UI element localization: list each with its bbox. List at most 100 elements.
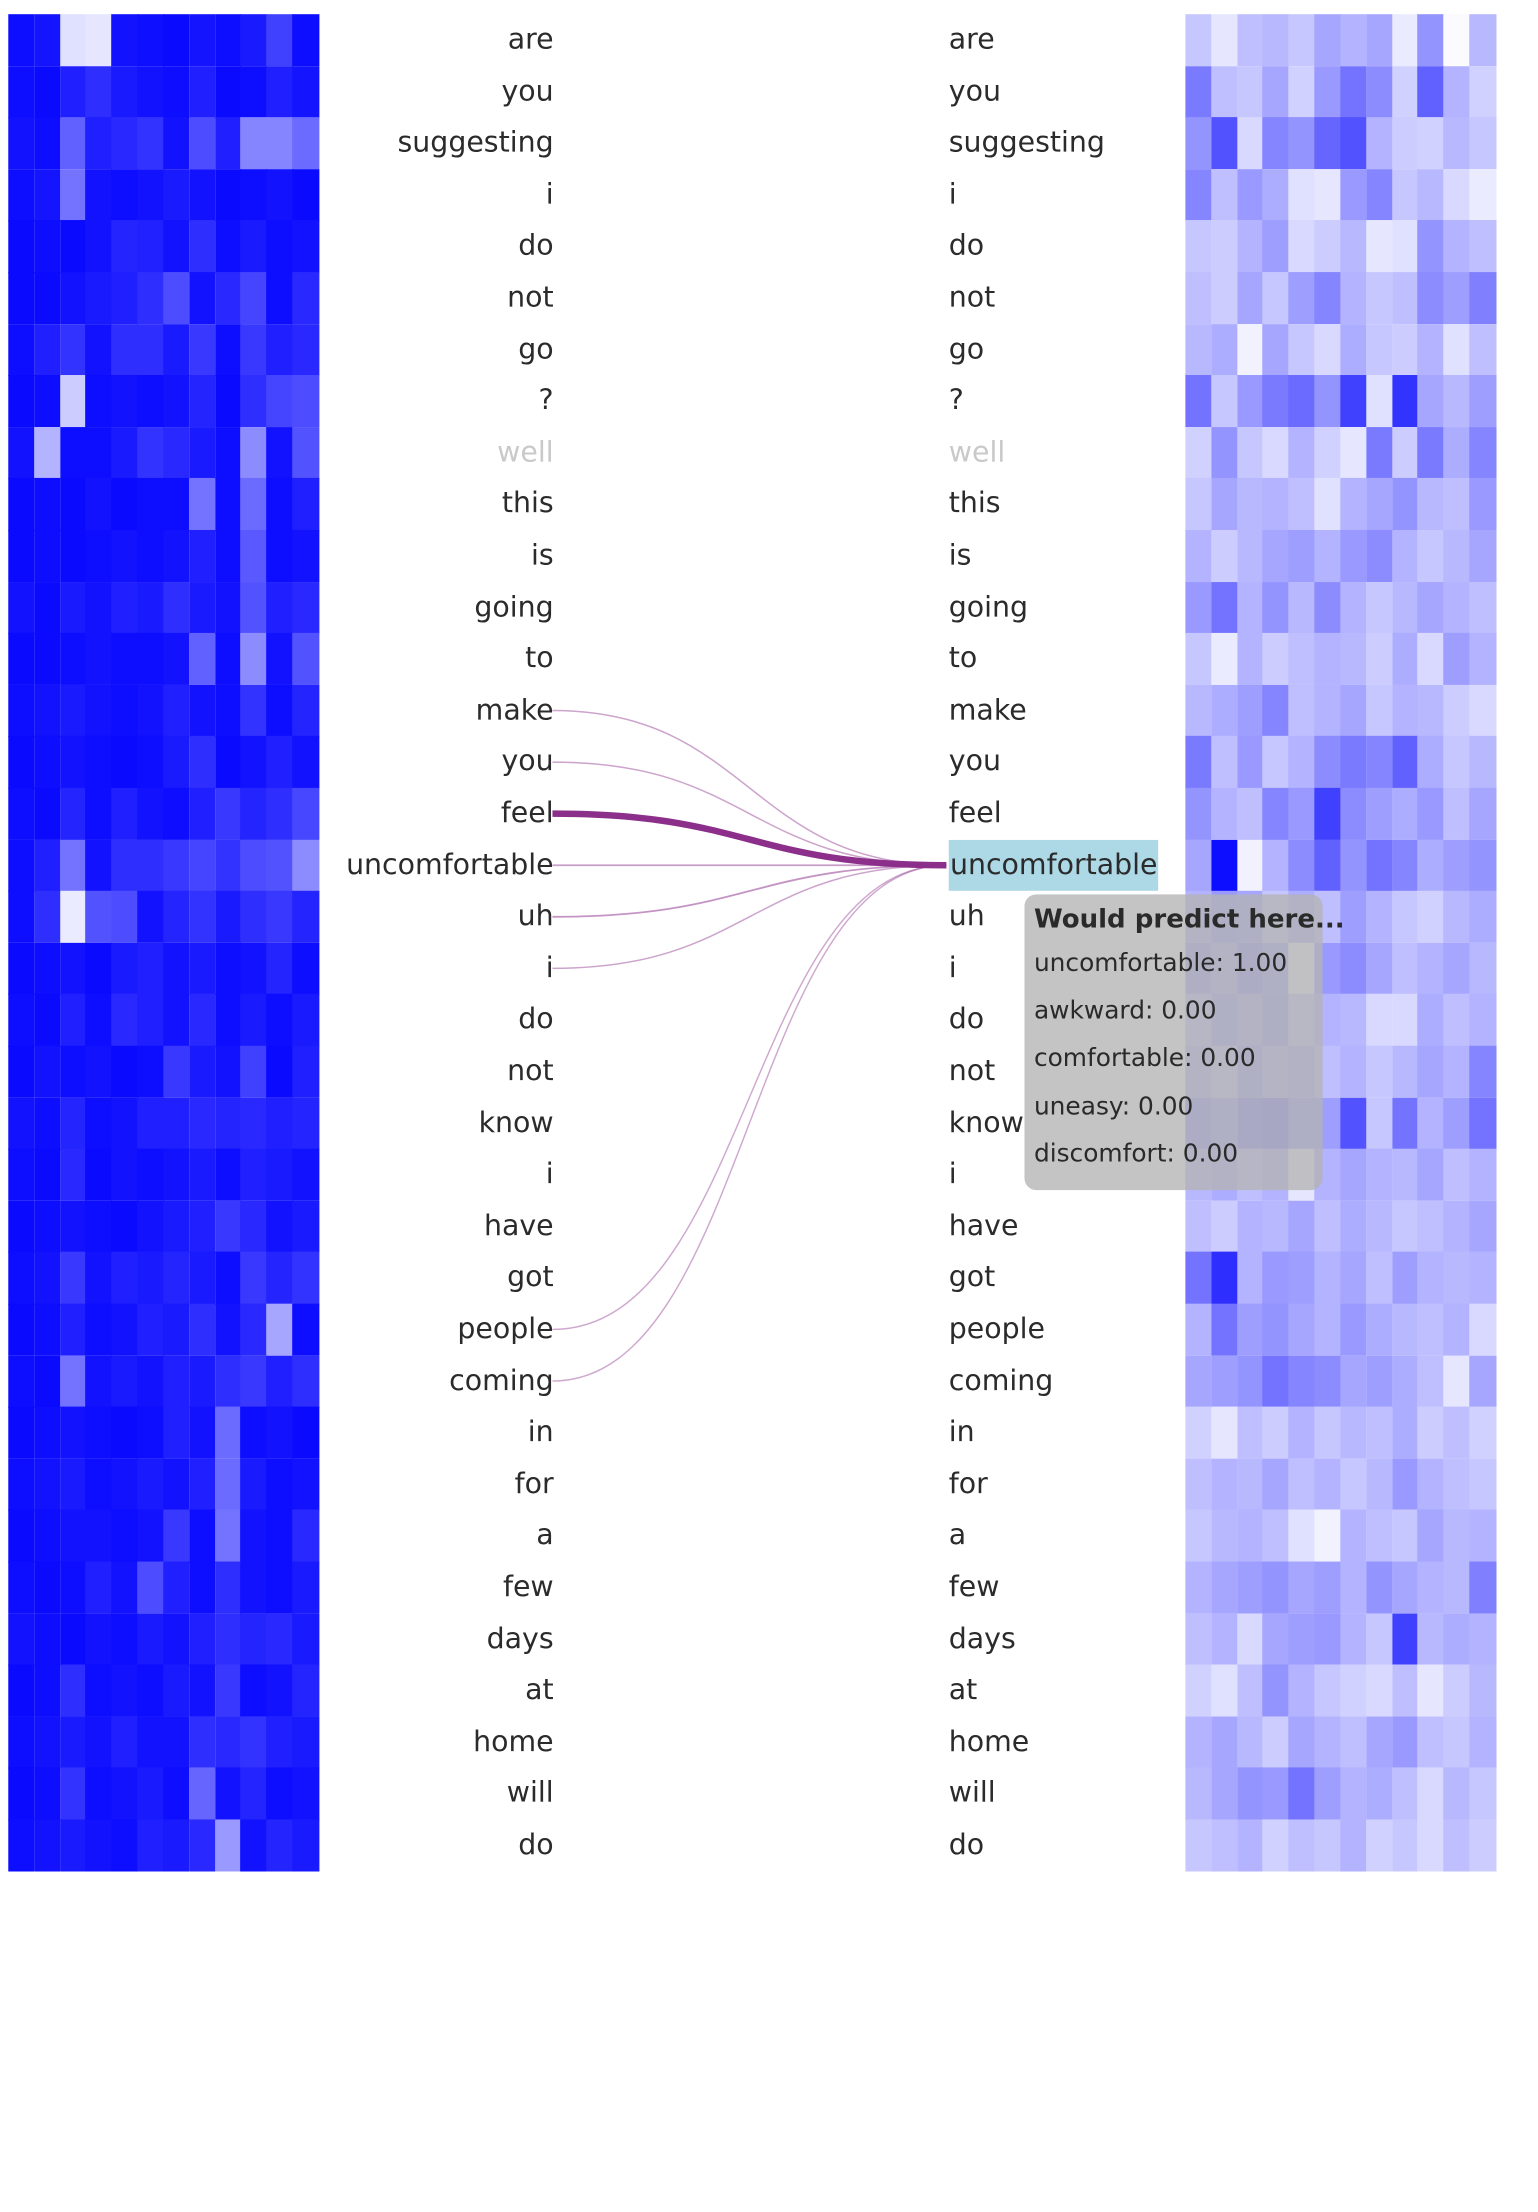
target-token[interactable]: not [948, 280, 996, 314]
source-token[interactable]: for [514, 1466, 554, 1500]
target-token[interactable]: suggesting [948, 125, 1105, 159]
target-token[interactable]: going [948, 589, 1029, 623]
source-token[interactable]: at [525, 1672, 554, 1707]
heatmap-cell [214, 1716, 242, 1769]
source-token[interactable]: coming [449, 1363, 554, 1397]
target-token[interactable]: go [948, 331, 985, 366]
target-token[interactable]: will [948, 1776, 996, 1810]
source-token[interactable]: not [507, 1054, 554, 1088]
target-token[interactable]: do [948, 228, 985, 262]
target-token[interactable]: uh [948, 899, 985, 933]
source-token[interactable]: you [501, 744, 554, 778]
heatmap-cell [1366, 1561, 1393, 1614]
heatmap-cell [1262, 1561, 1290, 1614]
source-token[interactable]: got [507, 1260, 554, 1294]
source-token[interactable]: have [483, 1208, 554, 1242]
source-token[interactable]: uncomfortable [346, 847, 554, 881]
heatmap-cell [1185, 1303, 1212, 1356]
source-token[interactable]: are [507, 22, 554, 56]
heatmap-cell [1237, 1509, 1264, 1563]
source-token[interactable]: few [502, 1569, 554, 1603]
heatmap-cell [59, 168, 87, 222]
heatmap-cell [240, 994, 268, 1047]
source-token[interactable]: is [530, 538, 554, 572]
heatmap-cell [266, 1252, 294, 1305]
tooltip-row: awkward: 0.00 [1033, 996, 1217, 1025]
source-token[interactable]: a [536, 1518, 554, 1552]
source-token[interactable]: you [501, 74, 554, 108]
source-token[interactable]: know [478, 1105, 554, 1139]
target-token[interactable]: not [948, 1054, 996, 1088]
heatmap-cell [189, 529, 216, 583]
source-token[interactable]: i [545, 950, 554, 985]
heatmap-cell [1211, 1355, 1238, 1408]
target-token[interactable]: you [948, 744, 1001, 778]
heatmap-cell [1391, 1458, 1419, 1511]
target-token[interactable]: are [948, 22, 995, 56]
source-token[interactable]: go [518, 331, 554, 366]
target-token[interactable]: coming [948, 1363, 1054, 1397]
source-token[interactable]: i [545, 1157, 554, 1191]
target-token[interactable]: i [948, 177, 957, 211]
heatmap-cell [163, 1045, 190, 1099]
source-token[interactable]: feel [500, 796, 554, 830]
source-token[interactable]: ? [538, 383, 554, 417]
heatmap-cell [163, 529, 190, 583]
source-token[interactable]: in [527, 1415, 554, 1449]
source-token[interactable]: uh [517, 899, 554, 933]
target-token[interactable]: home [948, 1724, 1030, 1758]
source-token[interactable]: not [507, 280, 554, 314]
source-token[interactable]: days [486, 1621, 554, 1655]
heatmap-cell [8, 787, 35, 841]
target-token[interactable]: you [948, 74, 1001, 108]
target-token[interactable]: ? [948, 383, 964, 417]
target-token[interactable]: do [948, 1002, 985, 1036]
source-token[interactable]: well [497, 435, 554, 469]
heatmap-cell [214, 1458, 242, 1511]
heatmap-cell [34, 839, 61, 892]
source-token[interactable]: home [473, 1724, 554, 1758]
heatmap-cell [1366, 14, 1393, 67]
target-token[interactable]: i [948, 950, 957, 985]
target-token[interactable]: a [948, 1518, 967, 1552]
target-token[interactable]: got [948, 1260, 996, 1294]
source-token[interactable]: will [506, 1776, 554, 1810]
target-token[interactable]: do [948, 1827, 985, 1861]
heatmap-cell [163, 736, 190, 789]
target-token[interactable]: this [948, 486, 1001, 520]
target-token[interactable]: few [948, 1569, 1000, 1603]
target-token[interactable]: at [948, 1672, 978, 1707]
source-token[interactable]: do [518, 1827, 554, 1861]
target-token[interactable]: i [948, 1157, 957, 1191]
heatmap-cell [1314, 839, 1342, 892]
heatmap-cell [59, 65, 87, 119]
target-token[interactable]: feel [948, 796, 1002, 830]
source-token[interactable]: suggesting [397, 125, 554, 159]
heatmap-cell [1469, 839, 1496, 892]
target-token[interactable]: know [948, 1105, 1024, 1139]
source-token[interactable]: going [474, 589, 554, 623]
target-token[interactable]: well [948, 435, 1006, 469]
source-token[interactable]: this [501, 486, 554, 520]
heatmap-cell [1185, 1509, 1212, 1563]
source-token[interactable]: i [545, 177, 554, 211]
target-token[interactable]: in [948, 1415, 975, 1449]
target-token[interactable]: for [948, 1466, 988, 1500]
source-token[interactable]: make [475, 692, 554, 727]
source-token[interactable]: to [525, 641, 554, 675]
heatmap-cell [266, 478, 294, 531]
target-token[interactable]: people [948, 1311, 1046, 1346]
target-token[interactable]: to [948, 641, 978, 675]
source-token[interactable]: do [518, 228, 554, 262]
target-token[interactable]: is [948, 538, 972, 572]
target-token[interactable]: make [948, 692, 1027, 727]
heatmap-cell [1469, 478, 1496, 531]
source-token[interactable]: do [518, 1002, 554, 1036]
heatmap-cell [1391, 1664, 1419, 1717]
heatmap-cell [1185, 1819, 1212, 1872]
source-token[interactable]: people [457, 1311, 554, 1346]
target-token[interactable]: have [948, 1208, 1019, 1242]
heatmap-cell [1288, 1200, 1316, 1253]
target-token[interactable]: days [948, 1621, 1016, 1655]
target-token[interactable]: uncomfortable [948, 839, 1159, 892]
